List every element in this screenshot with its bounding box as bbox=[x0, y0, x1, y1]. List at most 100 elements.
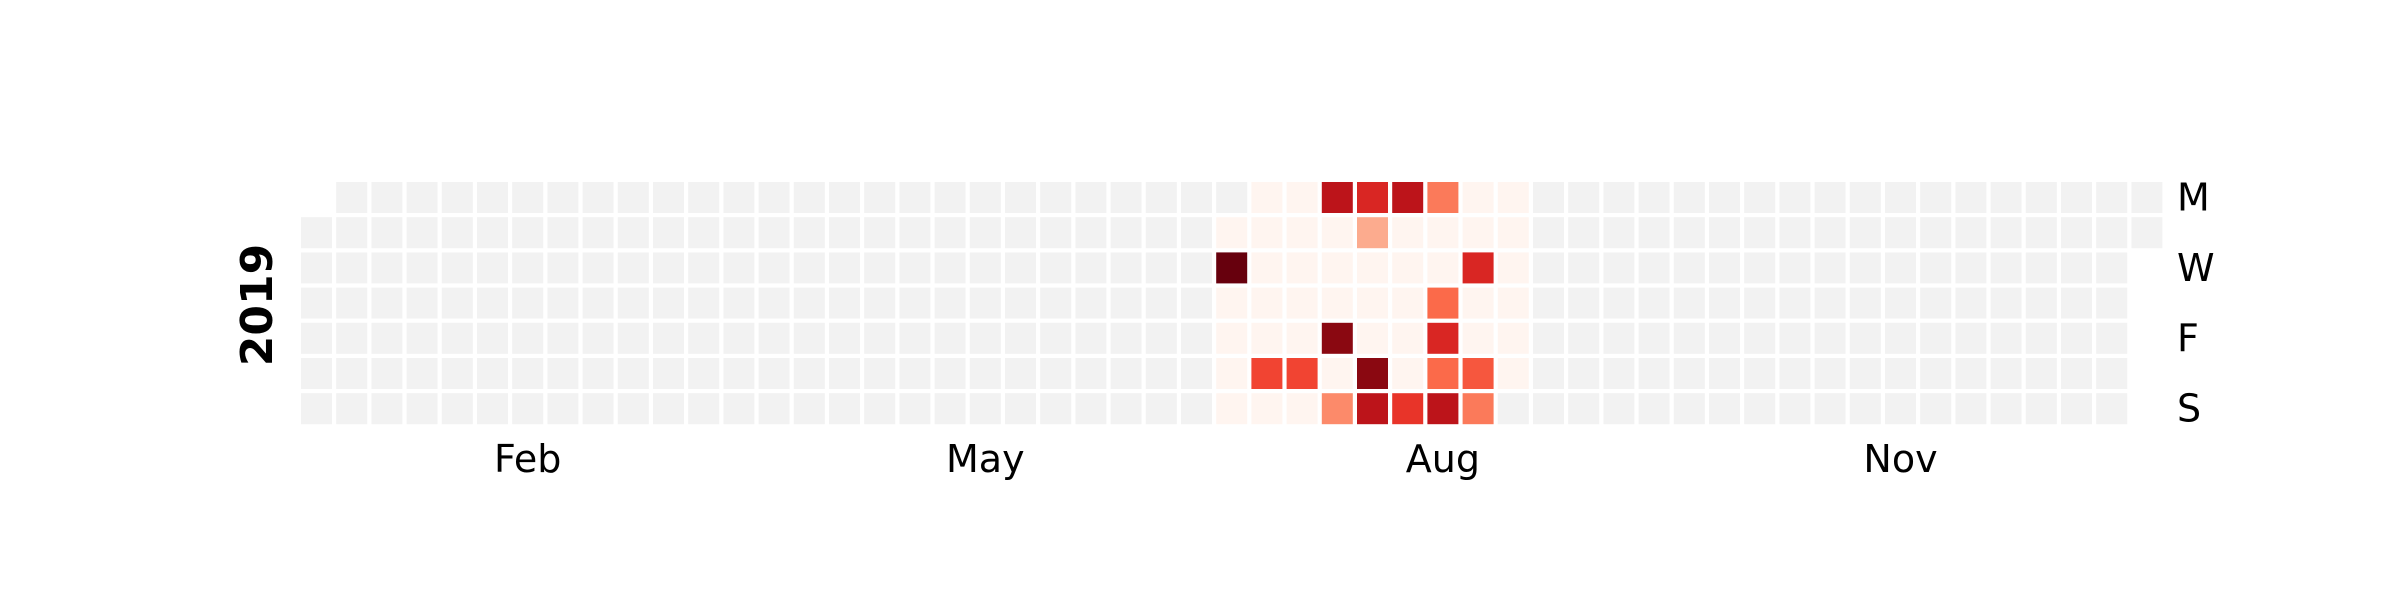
day-cell bbox=[723, 358, 755, 389]
day-cell bbox=[2096, 252, 2128, 284]
day-cell bbox=[1075, 393, 1107, 425]
day-cell bbox=[301, 358, 332, 389]
month-label: May bbox=[946, 437, 1025, 481]
day-cell bbox=[934, 358, 966, 389]
day-cell bbox=[758, 287, 790, 319]
day-cell bbox=[688, 182, 720, 213]
day-cell bbox=[617, 182, 649, 213]
day-cell bbox=[1709, 393, 1740, 425]
day-cell bbox=[1990, 393, 2022, 425]
day-cell bbox=[1709, 358, 1740, 389]
day-cell bbox=[1145, 287, 1177, 319]
day-cell bbox=[934, 322, 966, 354]
day-cell bbox=[899, 217, 931, 249]
day-cell bbox=[406, 358, 438, 389]
day-cell bbox=[1075, 252, 1107, 284]
day-cell bbox=[441, 217, 473, 249]
day-cell bbox=[1005, 393, 1036, 425]
day-cell bbox=[1744, 322, 1776, 354]
day-cell bbox=[1427, 182, 1459, 213]
day-cell bbox=[477, 217, 508, 249]
day-cell bbox=[301, 287, 332, 319]
day-cell bbox=[1110, 322, 1142, 354]
day-cell bbox=[1321, 217, 1353, 249]
day-cell bbox=[723, 182, 755, 213]
day-cell bbox=[1427, 287, 1459, 319]
day-cell bbox=[1075, 217, 1107, 249]
day-cell bbox=[1462, 287, 1494, 319]
day-cell bbox=[829, 322, 860, 354]
day-cell bbox=[1849, 252, 1881, 284]
day-cell bbox=[1005, 358, 1036, 389]
day-cell bbox=[512, 252, 544, 284]
day-cell bbox=[1638, 287, 1670, 319]
day-cell bbox=[1533, 287, 1564, 319]
day-cell bbox=[1286, 358, 1318, 389]
day-cell bbox=[336, 217, 368, 249]
day-cell bbox=[688, 217, 720, 249]
day-cell bbox=[1744, 393, 1776, 425]
day-cell bbox=[1638, 322, 1670, 354]
day-cell bbox=[723, 217, 755, 249]
day-cell bbox=[1885, 322, 1916, 354]
day-cell bbox=[336, 393, 368, 425]
day-cell bbox=[1920, 393, 1952, 425]
day-cell bbox=[1427, 393, 1459, 425]
day-cell bbox=[1603, 182, 1635, 213]
day-cell bbox=[969, 252, 1001, 284]
day-cell bbox=[1920, 252, 1952, 284]
day-cell bbox=[723, 252, 755, 284]
day-cell bbox=[653, 393, 684, 425]
day-cell bbox=[1040, 217, 1072, 249]
day-cell bbox=[1427, 358, 1459, 389]
day-cell bbox=[1497, 393, 1529, 425]
day-cell bbox=[1321, 393, 1353, 425]
day-cell bbox=[1814, 217, 1846, 249]
day-cell bbox=[1990, 358, 2022, 389]
day-cell bbox=[1603, 287, 1635, 319]
day-cell bbox=[793, 358, 825, 389]
day-cell bbox=[1849, 182, 1881, 213]
day-cell bbox=[1814, 182, 1846, 213]
day-cell bbox=[934, 252, 966, 284]
day-cell bbox=[336, 252, 368, 284]
day-cell bbox=[653, 217, 684, 249]
day-cell bbox=[1075, 358, 1107, 389]
day-cell bbox=[1392, 358, 1424, 389]
day-cell bbox=[441, 322, 473, 354]
day-cell bbox=[1110, 287, 1142, 319]
day-cell bbox=[547, 322, 579, 354]
weekday-label: M bbox=[2177, 176, 2210, 220]
day-cell bbox=[899, 252, 931, 284]
day-cell bbox=[477, 182, 508, 213]
day-cell bbox=[653, 287, 684, 319]
day-cell bbox=[582, 393, 614, 425]
day-cell bbox=[1885, 182, 1916, 213]
day-cell bbox=[617, 322, 649, 354]
day-cell bbox=[793, 322, 825, 354]
day-cell bbox=[1990, 182, 2022, 213]
day-cell bbox=[2061, 358, 2092, 389]
day-cell bbox=[2096, 182, 2128, 213]
day-cell bbox=[1744, 252, 1776, 284]
weekday-label: F bbox=[2177, 316, 2199, 360]
day-cell bbox=[2061, 217, 2092, 249]
day-cell bbox=[1005, 322, 1036, 354]
day-cell bbox=[1709, 252, 1740, 284]
day-cell bbox=[1744, 358, 1776, 389]
day-cell bbox=[1216, 217, 1248, 249]
day-cell bbox=[1533, 358, 1564, 389]
day-cell bbox=[723, 322, 755, 354]
day-cell bbox=[1145, 393, 1177, 425]
day-cell bbox=[758, 217, 790, 249]
day-cell bbox=[1321, 182, 1353, 213]
day-cell bbox=[1568, 358, 1600, 389]
day-cell bbox=[1533, 393, 1564, 425]
day-cell bbox=[1603, 358, 1635, 389]
day-cell bbox=[2131, 182, 2163, 213]
day-cell bbox=[1673, 322, 1705, 354]
day-cell bbox=[1251, 217, 1283, 249]
day-cell bbox=[1885, 393, 1916, 425]
day-cell bbox=[758, 182, 790, 213]
